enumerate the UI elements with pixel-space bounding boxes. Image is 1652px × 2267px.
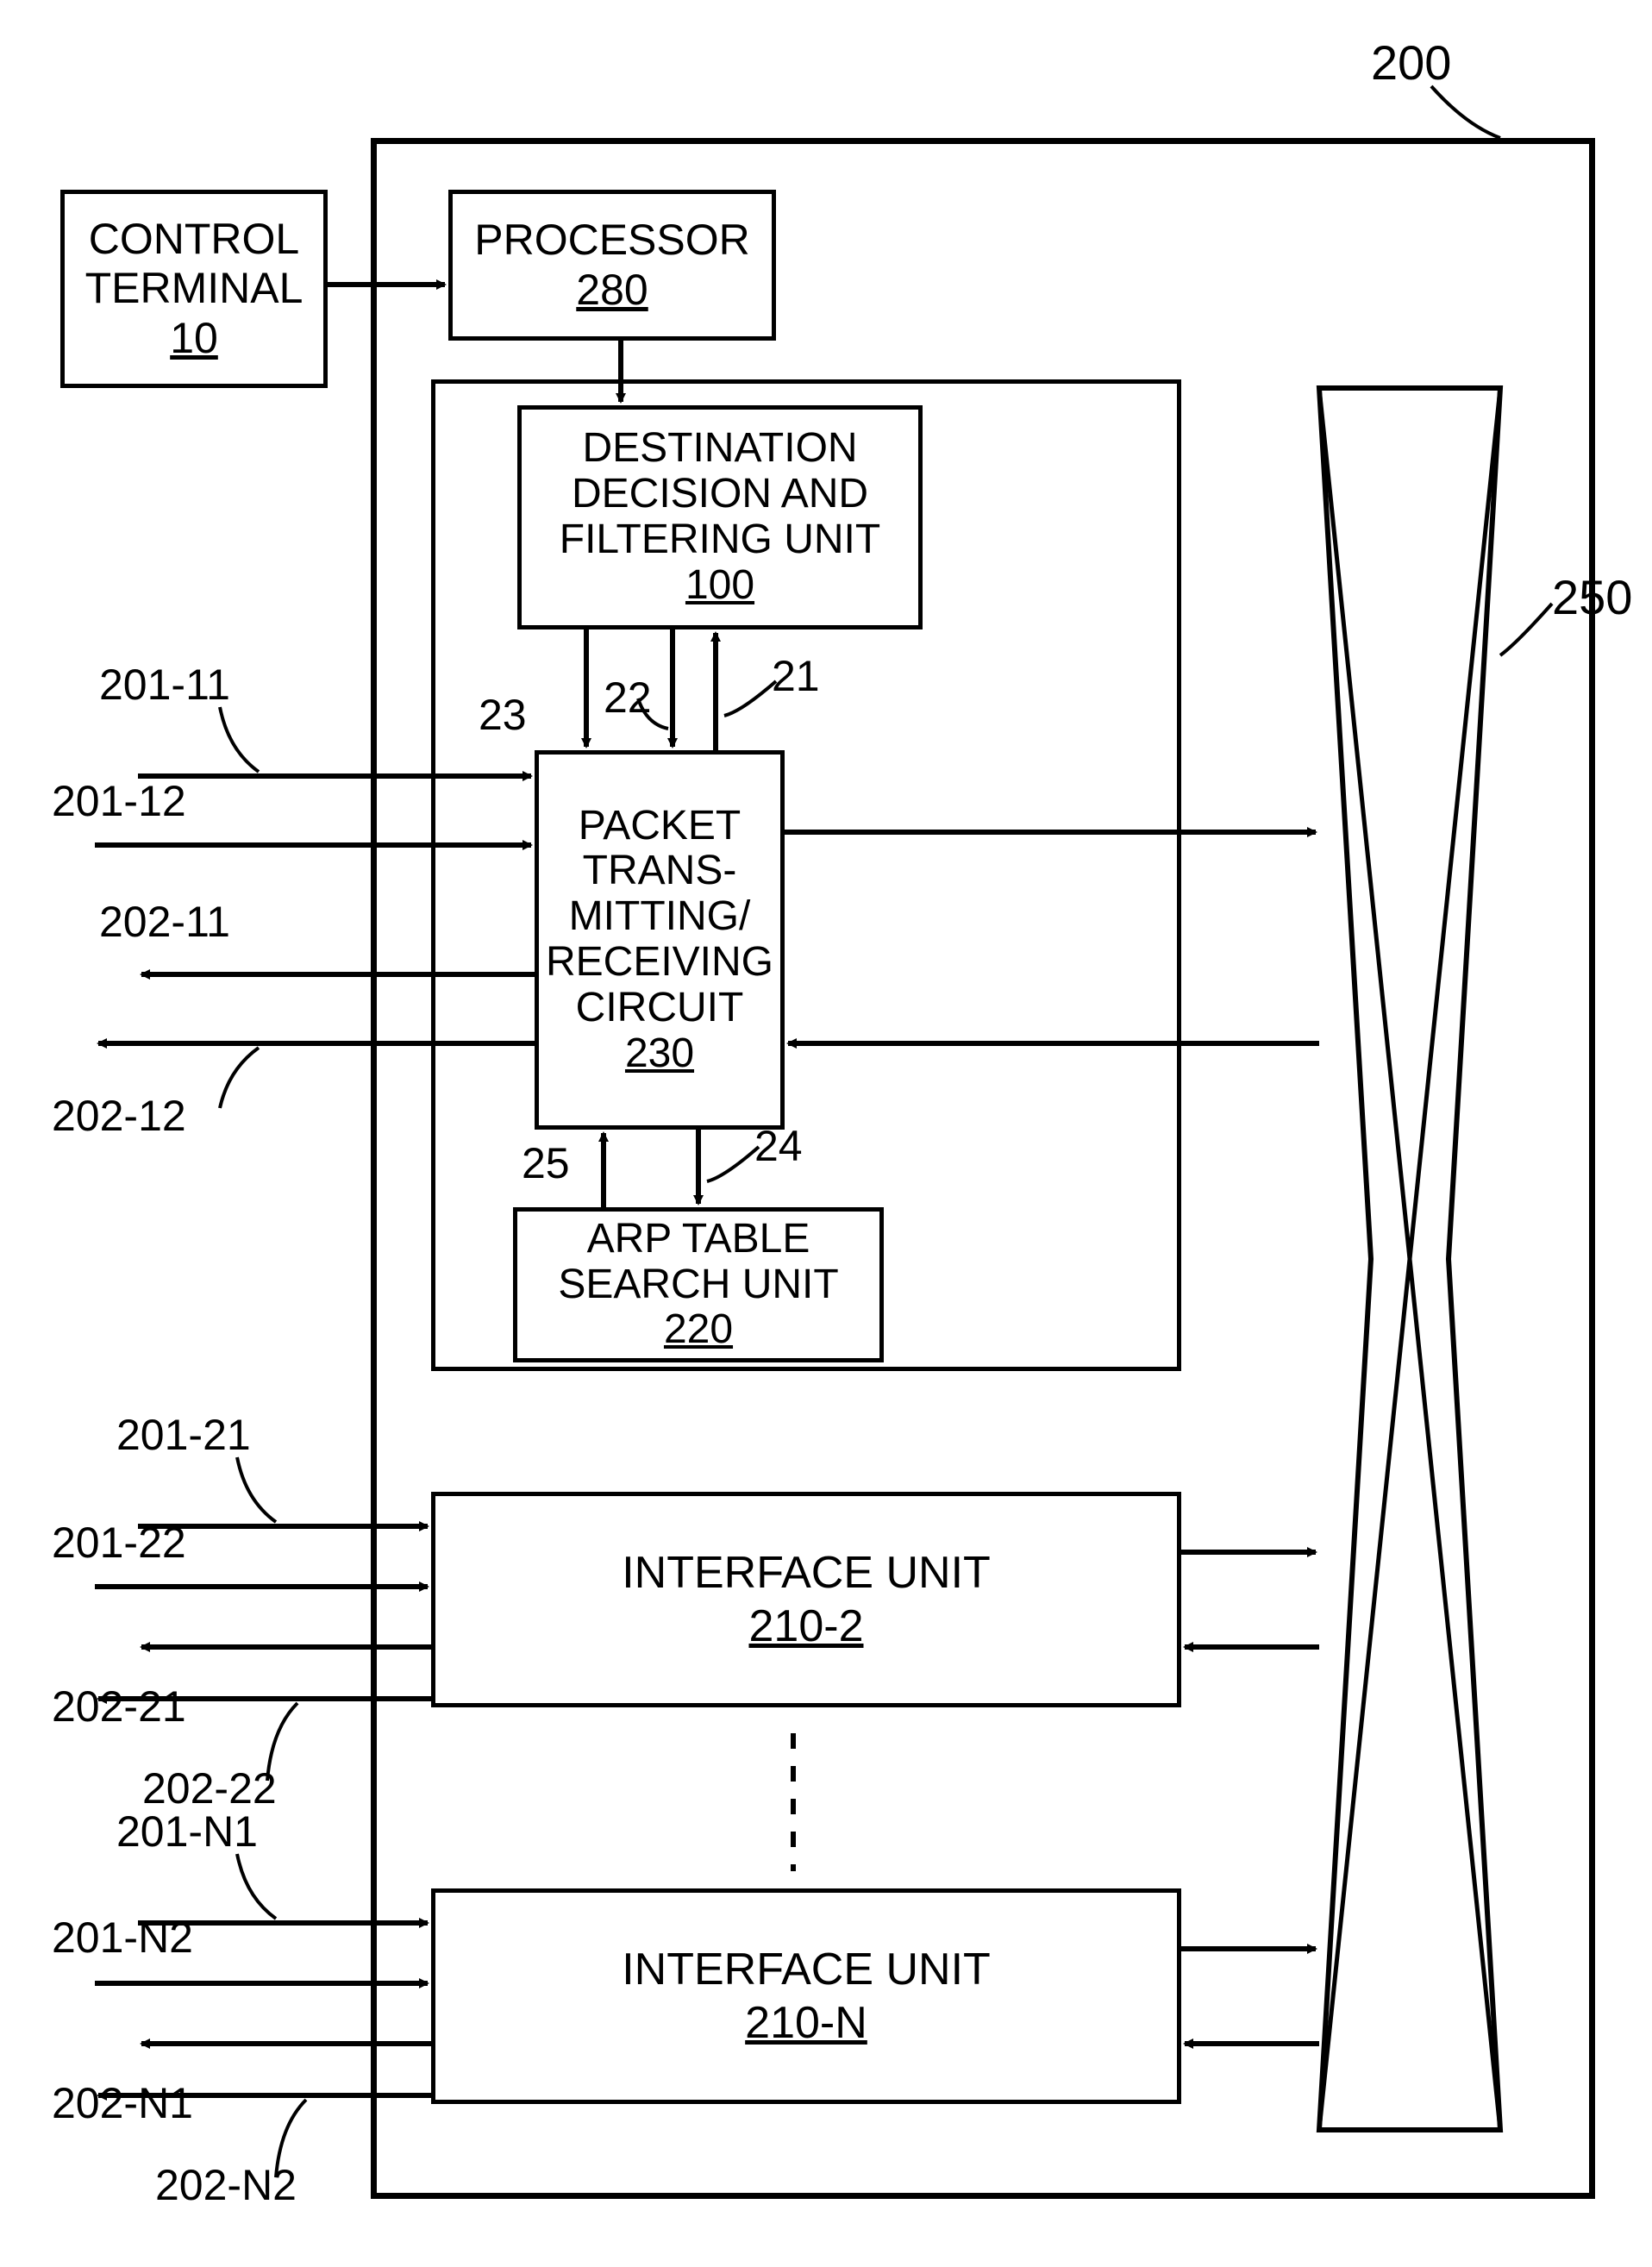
dest-filter-l2: DECISION AND	[572, 472, 868, 517]
ifaceN-num: 210-N	[745, 1996, 867, 2050]
ref-200: 200	[1371, 34, 1451, 91]
port-201-N2: 201-N2	[52, 1913, 193, 1963]
sig-25: 25	[522, 1138, 570, 1188]
arp-l1: ARP TABLE	[587, 1217, 810, 1262]
packet-l3: MITTING/	[569, 894, 751, 940]
packet-l2: TRANS-	[583, 849, 737, 894]
port-202-N1: 202-N1	[52, 2078, 193, 2128]
sig-22: 22	[604, 673, 652, 723]
ifaceN-block: INTERFACE UNIT 210-N	[431, 1888, 1181, 2104]
port-201-22: 201-22	[52, 1518, 186, 1568]
sig-23: 23	[479, 690, 527, 740]
control-terminal-line1: CONTROL	[89, 215, 299, 265]
dest-filter-num: 100	[685, 563, 754, 609]
port-202-21: 202-21	[52, 1681, 186, 1732]
control-terminal-block: CONTROL TERMINAL 10	[60, 190, 328, 388]
port-202-11: 202-11	[99, 897, 230, 947]
packet-circuit-block: PACKET TRANS- MITTING/ RECEIVING CIRCUIT…	[535, 750, 785, 1130]
ifaceN-l1: INTERFACE UNIT	[622, 1943, 991, 1996]
processor-block: PROCESSOR 280	[448, 190, 776, 341]
port-201-N1: 201-N1	[116, 1807, 258, 1857]
port-201-12: 201-12	[52, 776, 186, 826]
iface2-num: 210-2	[749, 1600, 864, 1653]
iface2-block: INTERFACE UNIT 210-2	[431, 1492, 1181, 1707]
iface2-l1: INTERFACE UNIT	[622, 1546, 991, 1600]
arp-block: ARP TABLE SEARCH UNIT 220	[513, 1207, 884, 1362]
arp-l2: SEARCH UNIT	[558, 1262, 838, 1308]
packet-l4: RECEIVING	[546, 940, 773, 986]
sig-21: 21	[772, 651, 820, 701]
port-201-11: 201-11	[99, 660, 230, 710]
ref-250: 250	[1552, 569, 1632, 625]
control-terminal-line2: TERMINAL	[85, 264, 303, 314]
packet-num: 230	[625, 1031, 694, 1077]
port-202-N2: 202-N2	[155, 2160, 297, 2210]
dest-filter-l1: DESTINATION	[582, 426, 857, 472]
packet-l5: CIRCUIT	[576, 986, 744, 1031]
port-202-12: 202-12	[52, 1091, 186, 1141]
port-201-21: 201-21	[116, 1410, 251, 1460]
diagram-canvas: CONTROL TERMINAL 10 PROCESSOR 280 DESTIN…	[0, 0, 1652, 2267]
processor-line1: PROCESSOR	[474, 216, 750, 266]
control-terminal-num: 10	[170, 314, 218, 364]
packet-l1: PACKET	[579, 804, 741, 849]
sig-24: 24	[754, 1121, 803, 1171]
arp-num: 220	[664, 1307, 733, 1353]
dest-filter-block: DESTINATION DECISION AND FILTERING UNIT …	[517, 405, 923, 629]
processor-num: 280	[576, 266, 648, 316]
dest-filter-l3: FILTERING UNIT	[560, 517, 880, 563]
